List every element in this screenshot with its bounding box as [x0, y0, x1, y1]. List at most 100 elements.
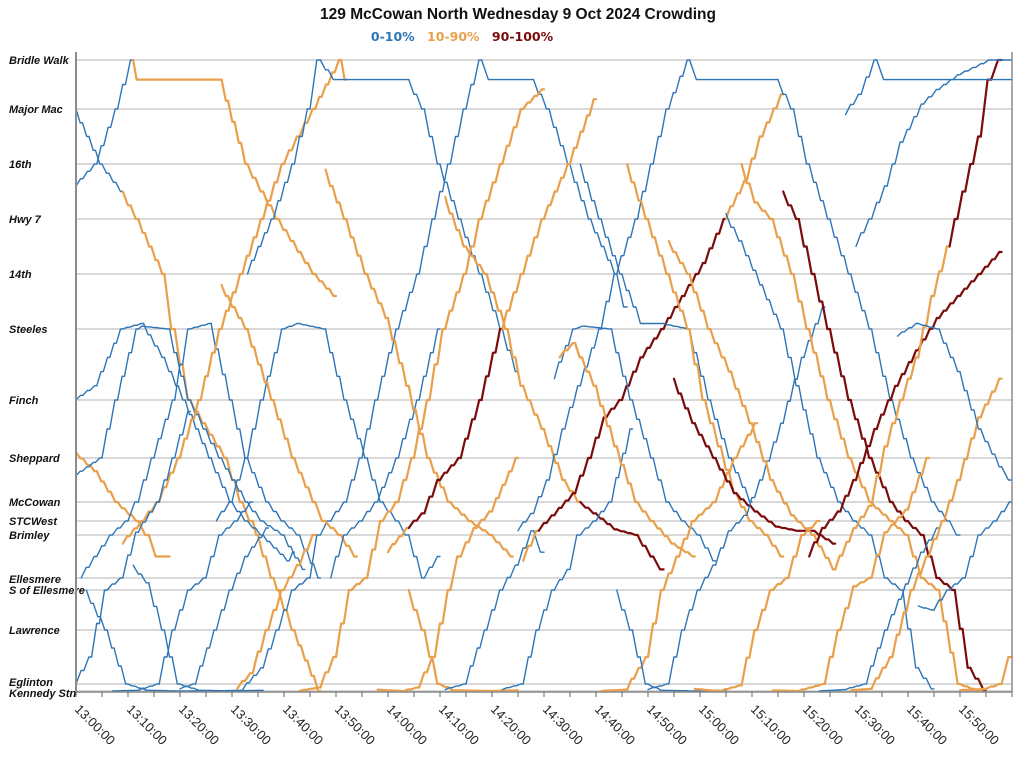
trip-segment [501, 107, 525, 166]
stop-label: Kennedy Stn [9, 688, 77, 700]
trip-segment [844, 683, 868, 691]
trip-segment [803, 306, 826, 359]
trip-line [672, 377, 837, 545]
trip-segment [262, 629, 280, 669]
trip-segment [569, 163, 592, 220]
trip-segment [932, 245, 951, 298]
trip-line [844, 59, 1013, 116]
stop-label: Eglinton [9, 677, 53, 689]
trip-segment [574, 456, 592, 495]
x-tick-label: 14:00:00 [384, 702, 430, 748]
trip-segment [74, 451, 98, 473]
trip-segment [553, 568, 571, 591]
trip-segment [631, 399, 654, 459]
trip-segment [927, 519, 946, 558]
trip-segment [933, 589, 951, 611]
trip-segment [111, 689, 140, 692]
stop-label: Lawrence [9, 625, 60, 637]
trip-segment [605, 398, 624, 419]
trip-segment [667, 239, 691, 276]
trip-line [740, 162, 982, 693]
trip-segment [345, 520, 363, 536]
trip-segment [220, 78, 249, 166]
trip-segment [776, 525, 800, 532]
trip-segment [111, 520, 129, 536]
trip-segment [277, 217, 317, 276]
trip-segment [980, 428, 1003, 468]
trip-segment [740, 162, 759, 204]
trip-segment [854, 504, 873, 530]
trip-segment [501, 328, 519, 373]
trip-segment [782, 190, 800, 221]
x-tick-label: 15:40:00 [904, 702, 950, 748]
trip-line [121, 58, 348, 545]
trip-segment [506, 327, 525, 387]
trip-line [444, 195, 665, 571]
trip-segment [730, 514, 748, 532]
trip-segment [938, 588, 962, 686]
trip-segment [121, 519, 145, 545]
trip-segment [319, 520, 332, 536]
trip-segment [828, 398, 852, 460]
trip-segment [849, 687, 873, 692]
trip-line [330, 328, 441, 579]
trip-segment [922, 88, 940, 105]
trip-line [298, 88, 546, 693]
trip-segment [256, 533, 275, 580]
trip-segment [735, 492, 759, 513]
trip-segment [725, 212, 743, 242]
trip-segment [350, 576, 369, 592]
trip-segment [979, 78, 993, 138]
x-tick-label: 14:10:00 [436, 702, 482, 748]
trip-segment [376, 457, 400, 503]
trip-segment [771, 217, 795, 276]
trip-segment [662, 322, 691, 330]
trip-segment [408, 78, 426, 110]
trip-segment [189, 577, 207, 591]
trip-segment [330, 501, 348, 522]
trip-segment [616, 273, 628, 308]
x-tick-label: 14:40:00 [592, 702, 638, 748]
trip-segment [704, 217, 728, 265]
trip-segment [174, 410, 192, 459]
trip-segment [1000, 466, 1013, 481]
trip-segment [158, 457, 176, 503]
trip-segment [636, 500, 655, 523]
trip-segment [106, 577, 124, 591]
trip-segment [761, 422, 784, 481]
trip-segment [215, 689, 244, 692]
trip-line [75, 58, 338, 298]
trip-segment [886, 141, 904, 187]
axes [75, 52, 1013, 693]
trip-segment [839, 478, 858, 513]
trip-line [725, 212, 935, 690]
trip-segment [652, 457, 670, 503]
trip-segment [142, 322, 166, 359]
trip-segment [423, 555, 441, 579]
trip-segment [626, 162, 650, 221]
trip-segment [948, 190, 967, 248]
trip-segment [158, 629, 176, 685]
trip-segment [668, 629, 686, 685]
stop-label: Bridle Walk [9, 55, 70, 67]
trip-segment [938, 294, 962, 320]
trip-segment [538, 589, 556, 631]
trip-segment [902, 589, 920, 669]
trip-segment [454, 689, 494, 693]
trip-line [444, 530, 545, 691]
gridlines [76, 59, 1012, 692]
trip-segment [979, 250, 1003, 276]
trip-segment [564, 385, 582, 430]
x-tick-label: 13:40:00 [280, 702, 326, 748]
x-tick-label: 13:00:00 [72, 702, 118, 748]
trip-segment [683, 589, 701, 631]
trip-line [647, 306, 826, 691]
trip-segment [683, 520, 701, 536]
trip-segment [178, 398, 202, 460]
trip-segment [246, 457, 270, 503]
trip-segment [532, 78, 550, 110]
trip-segment [750, 519, 769, 537]
trip-segment [522, 88, 546, 111]
trip-segment [828, 327, 852, 402]
trip-segment [231, 501, 249, 522]
